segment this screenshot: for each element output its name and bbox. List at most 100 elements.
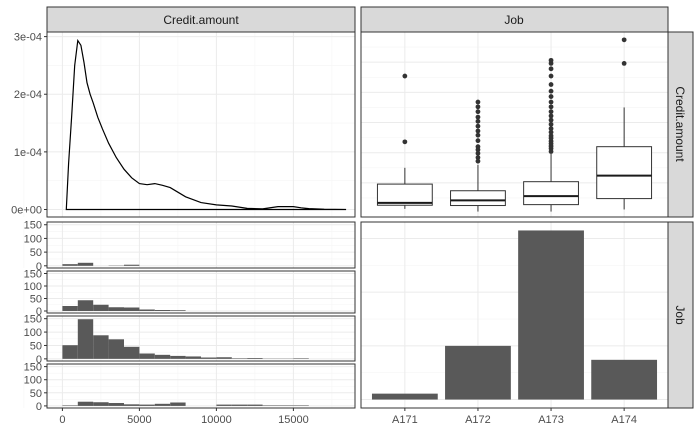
density-y-tick-label: 3e-04 [14, 32, 42, 44]
boxplot-outlier [476, 138, 481, 143]
boxplot-outlier [549, 58, 554, 63]
boxplot-outlier [549, 109, 554, 114]
histogram-bar [109, 307, 124, 311]
x-tick-label-A174: A174 [611, 414, 637, 426]
strip-col-left: Credit.amount [47, 7, 355, 32]
histogram-bar [186, 356, 201, 358]
histogram-bar [155, 310, 170, 311]
strip-row-top: Credit.amount [668, 32, 693, 217]
strip-row-bottom: Job [668, 222, 693, 408]
histogram-y-tick-label: 50 [30, 388, 42, 400]
histogram-bar [124, 265, 139, 266]
boxplot-outlier [549, 104, 554, 109]
histogram-bar [62, 345, 77, 359]
boxplot-outlier [549, 118, 554, 123]
histogram-y-tick-label: 150 [24, 269, 42, 281]
boxplot-outlier [476, 115, 481, 120]
boxplot-box [524, 182, 579, 205]
histogram-bar [232, 405, 247, 406]
histogram-bar [247, 358, 262, 359]
boxplot-outlier [476, 129, 481, 134]
boxplot-outlier [402, 74, 407, 79]
boxplot-outlier [549, 94, 554, 99]
histogram-bar [139, 405, 154, 406]
boxplot-outlier [476, 144, 481, 149]
histogram-bar [93, 305, 108, 311]
boxplot-outlier [476, 109, 481, 114]
histogram-bar [216, 405, 231, 406]
x-tick-label-A171: A171 [392, 414, 418, 426]
strip-row-bottom-label: Job [673, 305, 687, 325]
boxplot-box [597, 147, 652, 199]
density-y-tick-label: 1e-04 [14, 147, 42, 159]
histogram-bar [201, 358, 216, 359]
boxplot-outlier [476, 100, 481, 105]
histogram-bar [293, 405, 308, 406]
histogram-bar [216, 357, 231, 359]
histogram-bar [170, 403, 185, 406]
histogram-y-tick-label: 150 [24, 314, 42, 326]
density-panel-bg [47, 32, 355, 217]
histogram-bar [293, 358, 308, 359]
boxplot-outlier [549, 82, 554, 87]
boxplot-outlier [549, 113, 554, 118]
strip-col-right: Job [361, 7, 668, 32]
histogram-bar [124, 404, 139, 406]
histogram-bar [278, 405, 293, 406]
histogram-y-tick-label: 100 [24, 233, 42, 245]
histogram-y-tick-label: 100 [24, 375, 42, 387]
count-bar-A171 [372, 394, 438, 400]
histogram-bar [124, 308, 139, 312]
histogram-bar [170, 356, 185, 359]
histogram-y-tick-label: 100 [24, 327, 42, 339]
boxplot-outlier [549, 100, 554, 105]
boxplot-outlier [476, 104, 481, 109]
histogram-bar [263, 405, 278, 406]
boxplot-box [451, 191, 506, 206]
histogram-y-tick-label: 0 [36, 401, 42, 413]
boxplot-outlier [476, 119, 481, 124]
histogram-bar [247, 405, 262, 406]
boxplot-outlier [476, 133, 481, 138]
histogram-bar [109, 339, 124, 359]
count-bar-A172 [445, 346, 511, 400]
histogram-bar [93, 335, 108, 359]
x-tick-label: 0 [59, 414, 65, 426]
histogram-bar [124, 347, 139, 359]
x-tick-label-A173: A173 [538, 414, 564, 426]
boxplot-outlier [476, 155, 481, 160]
boxplot-outlier [549, 126, 554, 131]
histogram-bar [170, 310, 185, 311]
boxplot-outlier [549, 89, 554, 94]
x-tick-label: 15000 [278, 414, 309, 426]
x-tick-label: 5000 [127, 414, 151, 426]
histogram-bar [232, 358, 247, 359]
histogram-bar [109, 403, 124, 406]
boxplot-outlier [622, 61, 627, 66]
histogram-bar [155, 404, 170, 406]
histogram-bar [62, 264, 77, 266]
density-y-tick-label: 2e-04 [14, 89, 42, 101]
histogram-bar [155, 355, 170, 359]
histogram-bar [139, 310, 154, 312]
x-tick-label: 10000 [201, 414, 232, 426]
boxplot-outlier [549, 66, 554, 71]
histogram-bar [78, 300, 93, 311]
density-y-tick-label: 0e+00 [11, 205, 42, 217]
histogram-y-tick-label: 150 [24, 362, 42, 374]
boxplot-outlier [549, 74, 554, 79]
histogram-y-tick-label: 150 [24, 220, 42, 232]
histogram-y-tick-label: 50 [30, 294, 42, 306]
boxplot-outlier [402, 139, 407, 144]
histogram-bar [93, 402, 108, 406]
boxplot-outlier [622, 37, 627, 42]
strip-col-right-label: Job [504, 13, 524, 27]
strip-col-left-label: Credit.amount [163, 13, 239, 27]
strip-row-top-label: Credit.amount [673, 86, 687, 162]
count-bar-A173 [518, 230, 584, 399]
histogram-y-tick-label: 100 [24, 281, 42, 293]
histogram-bar [62, 306, 77, 311]
histogram-bar [78, 263, 93, 266]
histogram-bar [78, 402, 93, 406]
